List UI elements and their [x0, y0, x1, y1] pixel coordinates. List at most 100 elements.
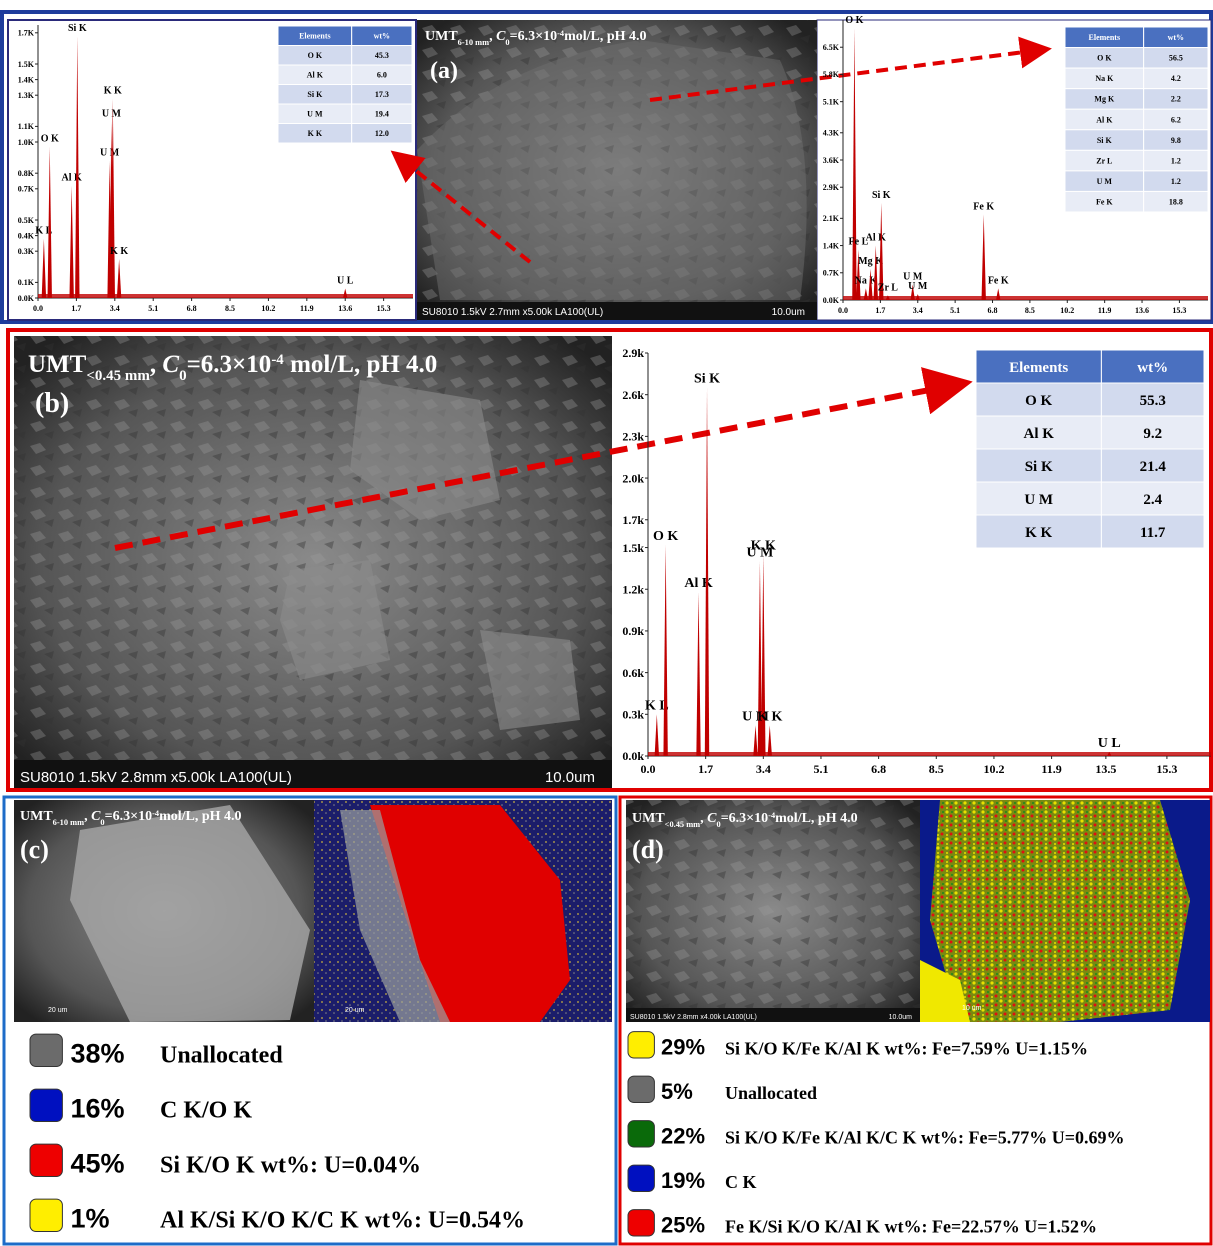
y-tick-label: 2.3k [622, 430, 644, 444]
y-tick-label: 6.5K [823, 43, 840, 52]
peak-label: Al K [866, 233, 887, 244]
table-header: wt% [1168, 33, 1184, 42]
table-text: 56.5 [1169, 54, 1183, 63]
y-tick-label: 3.6K [823, 156, 840, 165]
panel-label: (b) [35, 388, 69, 419]
x-tick-label: 6.8 [187, 304, 197, 313]
table-text: 1.2 [1171, 177, 1181, 186]
legend-text: C K/O K [160, 1097, 252, 1123]
x-tick-label: 0.0 [641, 762, 656, 776]
legend-swatch [30, 1034, 62, 1066]
table-text: 12.0 [375, 129, 389, 138]
peak-label: Al K [62, 173, 83, 184]
x-tick-label: 8.5 [1025, 306, 1035, 315]
y-tick-label: 0.0K [823, 296, 840, 305]
table-text: Al K [1096, 115, 1113, 124]
x-tick-label: 3.4 [756, 762, 771, 776]
peak-label: Fe K [973, 201, 994, 212]
table-text: 2.4 [1143, 492, 1162, 508]
legend-percent: 5% [661, 1079, 693, 1104]
panel-label: (a) [430, 58, 458, 84]
table-text: 55.3 [1140, 393, 1166, 409]
x-tick-label: 13.6 [338, 304, 352, 313]
legend-text: Si K/O K/Fe K/Al K/C K wt%: Fe=5.77% U=0… [725, 1128, 1125, 1148]
y-tick-label: 1.2k [622, 582, 644, 596]
peak-label: U L [337, 276, 354, 287]
x-tick-label: 1.7 [71, 304, 81, 313]
peak-label: Si K [68, 23, 87, 34]
table-text: Fe K [1096, 198, 1113, 207]
title-part: C [162, 351, 179, 378]
y-tick-label: 1.3K [18, 91, 35, 100]
y-tick-label: 0.8K [18, 169, 35, 178]
peak [663, 545, 667, 756]
peak-label: Al K [684, 576, 713, 591]
legend-swatch [628, 1076, 654, 1102]
legend-text: Unallocated [725, 1083, 817, 1103]
peak [753, 725, 757, 756]
table-text: Si K [307, 90, 323, 99]
legend-percent: 22% [661, 1124, 705, 1149]
peak-label: U M [908, 281, 928, 292]
legend-swatch [30, 1199, 62, 1231]
title-part: , [489, 29, 496, 44]
title-part: =6.3×10 [187, 351, 272, 378]
table-text: 45.3 [375, 51, 389, 60]
table-text: 11.7 [1140, 525, 1166, 541]
y-tick-label: 2.9k [622, 346, 644, 360]
table-text: U M [1024, 492, 1053, 508]
peak-label: K K [751, 539, 776, 554]
table-text: 9.8 [1171, 136, 1181, 145]
y-tick-label: 4.3K [823, 129, 840, 138]
x-tick-label: 10.2 [1060, 306, 1074, 315]
title-part: , [150, 351, 163, 378]
map-region [930, 800, 1190, 1022]
y-tick-label: 0.3k [622, 708, 644, 722]
y-tick-label: 0.9k [622, 624, 644, 638]
x-tick-label: 11.9 [1098, 306, 1112, 315]
x-tick-label: 3.4 [110, 304, 120, 313]
legend-percent: 25% [661, 1213, 705, 1238]
x-tick-label: 5.1 [950, 306, 960, 315]
legend-percent: 29% [661, 1035, 705, 1060]
legend-swatch [30, 1089, 62, 1121]
legend-percent: 1% [71, 1203, 110, 1233]
legend-swatch [628, 1165, 654, 1191]
x-tick-label: 15.3 [377, 304, 391, 313]
x-tick-label: 5.1 [148, 304, 158, 313]
title-part: mol/L, pH 4.0 [775, 811, 857, 826]
sem-scale: 10.0um [772, 307, 805, 318]
table-text: Si K [1097, 136, 1113, 145]
sem-caption: SU8010 1.5kV 2.8mm x4.00k LA100(UL) [630, 1014, 757, 1021]
background-signal [648, 752, 1211, 756]
legend-text: Unallocated [160, 1042, 283, 1068]
sem-scale: 10.0um [889, 1014, 913, 1021]
legend-text: Si K/O K wt%: U=0.04% [160, 1152, 421, 1178]
x-tick-label: 0.0 [838, 306, 848, 315]
y-tick-label: 0.6k [622, 666, 644, 680]
table-header: Elements [299, 32, 331, 41]
title-part: , [84, 809, 91, 824]
x-tick-label: 15.3 [1156, 762, 1177, 776]
table-text: U M [1097, 177, 1113, 186]
peak-label: U M [100, 148, 120, 159]
table-text: Al K [307, 71, 324, 80]
table-text: 6.0 [377, 71, 387, 80]
title-part: UMT [28, 351, 87, 378]
peak-label: U M [102, 109, 122, 120]
y-tick-label: 0.5K [18, 216, 35, 225]
legend-percent: 16% [71, 1093, 125, 1123]
legend-swatch [628, 1210, 654, 1236]
title-part: mol/L, pH 4.0 [284, 351, 438, 378]
peak-label: K K [104, 85, 122, 96]
y-tick-label: 0.0K [18, 294, 35, 303]
peak [705, 388, 709, 756]
peak [768, 725, 772, 756]
peak [761, 555, 765, 757]
y-tick-label: 2.0k [622, 471, 644, 485]
title-part: <0.45 mm [665, 820, 700, 829]
peak [655, 714, 659, 756]
y-tick-label: 1.5K [18, 60, 35, 69]
x-tick-label: 11.9 [300, 304, 314, 313]
legend-swatch [628, 1121, 654, 1147]
